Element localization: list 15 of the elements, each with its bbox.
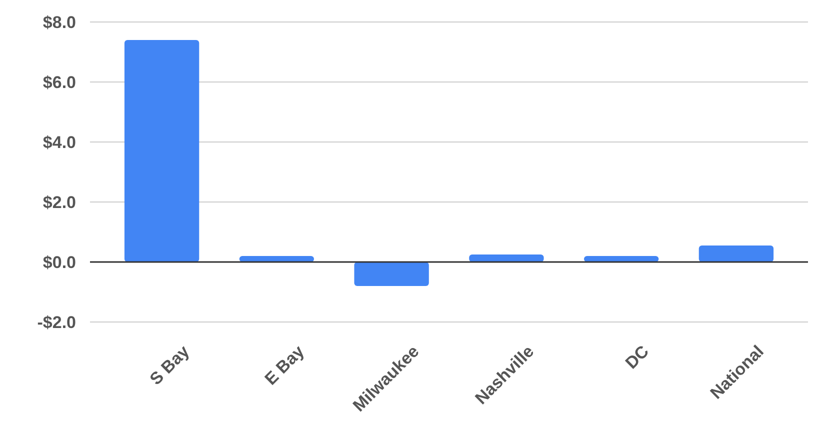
bar [124, 40, 200, 262]
bar [584, 256, 659, 262]
bar [239, 256, 314, 262]
x-tick-label: E Bay [261, 341, 308, 389]
bar [469, 254, 544, 262]
y-tick-label: $8.0 [42, 12, 76, 32]
y-tick-label: $2.0 [42, 192, 76, 212]
x-tick-label: S Bay [146, 341, 194, 389]
y-tick-label: $4.0 [42, 132, 76, 152]
bar [698, 246, 774, 262]
y-tick-label: -$2.0 [37, 312, 76, 332]
x-tick-label: DC [622, 342, 653, 373]
y-tick-label: $0.0 [42, 252, 76, 272]
y-tick-label: $6.0 [42, 72, 76, 92]
bar [354, 262, 429, 286]
